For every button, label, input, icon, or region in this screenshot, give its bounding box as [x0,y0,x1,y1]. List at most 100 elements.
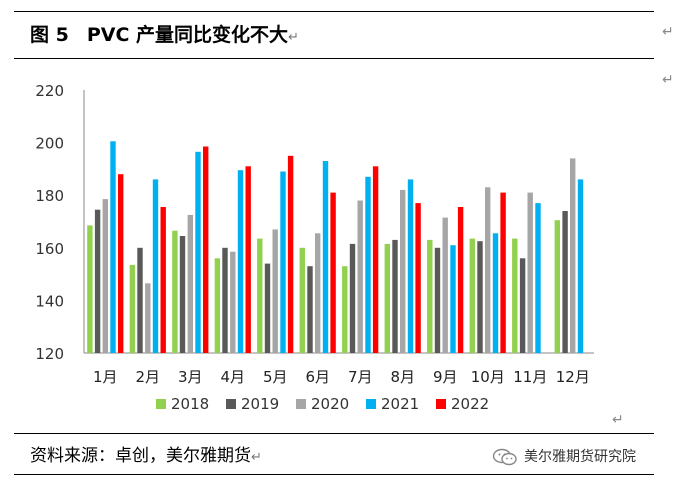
bar-2019-7 [349,243,356,353]
bar-2018-7 [342,266,348,353]
x-tick-label: 4月 [221,368,246,386]
figure-label: 图 5 [30,24,69,46]
x-tick-label: 9月 [433,368,458,386]
y-tick-label: 200 [35,135,64,153]
bar-2019-1 [94,209,101,353]
bar-2021-4 [237,170,244,353]
bar-2019-11 [519,258,526,353]
bar-2019-10 [477,241,483,353]
side-return-mark-1: ↵ [662,24,674,40]
bar-2020-7 [357,200,363,353]
x-tick-label: 11月 [513,368,547,386]
bar-2020-1 [102,199,108,353]
bar-2021-10 [492,233,499,353]
bar-2018-6 [299,247,305,353]
bar-2018-3 [172,230,178,353]
watermark: 美尔雅期货研究院 [492,446,636,468]
bar-2020-12 [570,158,576,353]
bar-2020-9 [442,217,448,353]
bar-2020-11 [527,192,533,353]
page-title: PVC 产量同比变化不大 [86,24,289,46]
bar-2018-9 [427,239,433,353]
legend-swatch-2019 [226,399,236,409]
bar-2021-8 [407,179,414,353]
y-tick-label: 120 [35,345,64,363]
source-text: 资料来源：卓创，美尔雅期货 [30,446,251,466]
bar-2021-6 [322,161,329,353]
bar-2022-4 [245,166,251,353]
legend-swatch-2022 [436,399,446,409]
bar-2018-11 [512,238,518,353]
x-tick-label: 1月 [93,368,118,386]
bar-2021-3 [195,151,201,353]
bar-2022-2 [160,207,166,353]
bar-2020-6 [315,233,321,353]
side-return-mark-2: ↵ [662,72,674,88]
wechat-icon [492,448,517,466]
chart-return-mark: ↵ [612,412,624,428]
x-tick-label: 6月 [306,368,331,386]
legend-swatch-2018 [156,399,166,409]
return-mark: ↵ [288,30,299,45]
bar-2020-8 [400,189,406,353]
legend-label-2019: 2019 [241,395,279,413]
bar-2022-3 [203,146,209,353]
y-tick-label: 160 [35,240,64,258]
watermark-text: 美尔雅期货研究院 [524,449,636,465]
bar-2019-2 [137,247,143,353]
bar-2018-12 [554,220,560,353]
bar-2020-3 [187,214,193,353]
x-tick-label: 8月 [391,368,416,386]
source-note: 资料来源：卓创，美尔雅期货↵ [30,444,262,470]
x-tick-label: 12月 [556,368,590,386]
title-rule [14,58,654,59]
bar-2022-10 [500,192,506,353]
bar-2019-5 [264,263,271,353]
y-tick-label: 140 [35,292,64,310]
bar-2018-1 [87,225,93,353]
legend-swatch-2020 [296,399,306,409]
bar-2021-12 [577,179,584,353]
bar-2019-3 [179,236,186,353]
bar-2021-2 [152,179,159,353]
figure-title: 图 5 PVC 产量同比变化不大↵ [30,22,299,48]
bar-2022-7 [372,166,379,353]
bar-2020-4 [230,251,236,353]
bar-2020-2 [145,283,151,353]
legend-label-2018: 2018 [171,395,209,413]
bar-2021-5 [280,171,286,353]
bar-2020-5 [272,229,278,353]
bar-2019-6 [307,266,313,353]
bar-2021-9 [450,245,456,353]
bar-2018-10 [469,238,475,353]
bar-2018-8 [384,243,390,353]
legend-swatch-2021 [366,399,376,409]
x-tick-label: 5月 [263,368,288,386]
x-tick-label: 2月 [136,368,161,386]
source-rule-bottom [14,474,654,475]
bar-2018-5 [257,238,263,353]
bar-2018-2 [129,264,136,353]
bar-2022-6 [330,192,336,353]
bar-2019-4 [222,247,228,353]
bar-2019-9 [434,247,441,353]
y-tick-label: 220 [35,82,64,100]
legend-label-2021: 2021 [381,395,419,413]
bar-2021-1 [110,141,116,353]
source-return-mark: ↵ [251,450,262,465]
bar-2018-4 [214,258,221,353]
x-tick-label: 7月 [348,368,373,386]
bar-2022-5 [287,155,294,354]
legend-label-2020: 2020 [311,395,349,413]
bar-2021-11 [535,203,541,353]
source-rule-top [14,433,654,434]
x-tick-label: 3月 [178,368,203,386]
bar-2022-9 [457,207,464,353]
y-tick-label: 180 [35,187,64,205]
top-rule [14,11,654,12]
bar-2021-7 [365,176,371,353]
bar-2022-8 [415,203,421,353]
bar-2022-1 [118,174,124,353]
x-tick-label: 10月 [471,368,505,386]
